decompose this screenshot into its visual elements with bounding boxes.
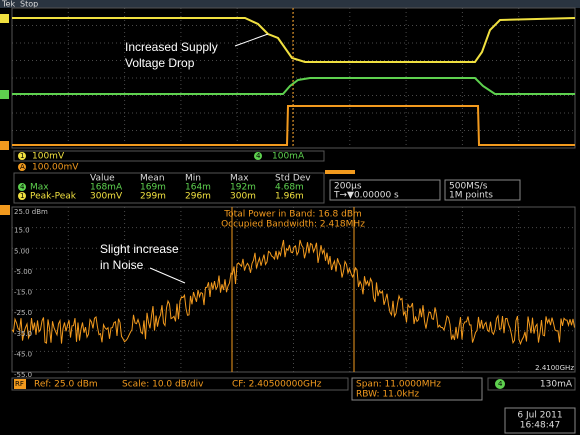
record-length: 1M points: [449, 191, 493, 201]
column-header: Max: [230, 174, 249, 184]
ch4-marker: [0, 90, 9, 99]
annotation: Slight increase: [100, 242, 179, 256]
row-channel: 4: [20, 183, 25, 191]
row-badge: [18, 192, 26, 200]
cell: 296m: [185, 192, 211, 202]
trigger-pos: T→▼0.00000 s: [333, 191, 399, 201]
rf-label: RF: [15, 380, 24, 388]
sample-rate: 500MS/s: [449, 182, 488, 192]
ch-badge: [18, 152, 26, 160]
y-tick-label: -25.0: [14, 309, 32, 317]
ch-label: A: [20, 163, 25, 171]
center-freq: CF: 2.40500000GHz: [232, 380, 322, 390]
y-tick-label: 5.00: [14, 247, 30, 255]
ch-scale: 100.00mV: [32, 163, 79, 173]
measure-box: [13, 172, 325, 204]
cell: 4.68m: [275, 183, 304, 193]
span-box: [351, 377, 483, 401]
ch-badge: [254, 152, 262, 160]
row-name: Max: [30, 183, 49, 193]
timebase-box: [329, 179, 441, 201]
annotation: Increased Supply: [125, 40, 218, 54]
total-power: Total Power in Band: 16.8 dBm: [223, 210, 362, 220]
ref-level: Ref: 25.0 dBm: [34, 380, 98, 390]
column-header: Mean: [140, 174, 165, 184]
cell: 169m: [140, 183, 166, 193]
rf-marker: [0, 205, 10, 215]
ch-label: 4: [256, 152, 261, 160]
y-tick-label: -35.0: [14, 330, 32, 338]
rf-badge: [14, 379, 26, 389]
span: Span: 11.0000MHz: [356, 380, 441, 390]
acq-box: [444, 179, 521, 201]
brand: Tek: [1, 0, 15, 9]
ch1-trace: [12, 17, 576, 63]
y-tick-label: 15.0: [14, 227, 30, 235]
math-trace: [12, 105, 575, 146]
math-marker: [0, 141, 9, 150]
ch-scale: 100mV: [32, 152, 65, 162]
y-tick-label: -5.00: [14, 268, 32, 276]
cell: 299m: [140, 192, 166, 202]
rf-box: [11, 377, 349, 391]
record-bar: [325, 170, 355, 174]
vertical-scale: Scale: 10.0 dB/div: [122, 380, 204, 390]
y-tick-label: -45.0: [14, 350, 32, 358]
row-name: Peak-Peak: [30, 192, 77, 202]
y-tick-label: 25.0 dBm: [14, 208, 48, 216]
annotation: Voltage Drop: [125, 56, 195, 70]
ch-scale: 100mA: [272, 152, 305, 162]
trig-badge: [495, 379, 505, 389]
spectrum-frame: [11, 206, 576, 373]
annotation: in Noise: [100, 258, 144, 272]
stop-freq: 2.4100GHz: [535, 364, 574, 372]
cell: 192m: [230, 183, 256, 193]
column-header: Min: [185, 174, 201, 184]
cell: 168mA: [90, 183, 123, 193]
trigger-box: [487, 377, 576, 391]
y-tick-label: -15.0: [14, 289, 32, 297]
column-header: Value: [90, 174, 115, 184]
rbw: RBW: 11.0kHz: [356, 390, 419, 400]
run-state: Stop: [20, 0, 38, 9]
status-bar: [0, 0, 580, 8]
timebase-scale: 200µs: [334, 182, 362, 192]
trig-level: 130mA: [540, 380, 573, 390]
cell: 300mV: [90, 192, 123, 202]
row-badge: [18, 183, 26, 191]
occupied-bw: Occupied Bandwidth: 2.418MHz: [221, 220, 365, 230]
cell: 164m: [185, 183, 211, 193]
ch1-marker: [0, 14, 9, 23]
row-channel: 1: [20, 192, 24, 200]
measurements: Value Mean Min Max Std Dev 4 Max 168mA 169m 164m 1…: [18, 174, 311, 202]
spectrum-trace: [11, 239, 575, 346]
column-header: Std Dev: [275, 174, 311, 184]
channel-box: [13, 150, 325, 162]
trig-ch: 4: [498, 380, 503, 388]
cell: 300m: [230, 192, 256, 202]
ch-badge: [18, 163, 26, 171]
clock-box: [504, 407, 576, 434]
ch-label: 1: [20, 152, 24, 160]
date: 6 Jul 2011: [517, 411, 562, 421]
time: 16:48:47: [520, 421, 560, 431]
ch4-trace: [12, 77, 575, 95]
y-tick-label: -55.0: [14, 371, 32, 379]
cell: 1.96m: [275, 192, 304, 202]
annotation-arrow: [234, 33, 269, 47]
annotation-arrow: [149, 267, 186, 284]
